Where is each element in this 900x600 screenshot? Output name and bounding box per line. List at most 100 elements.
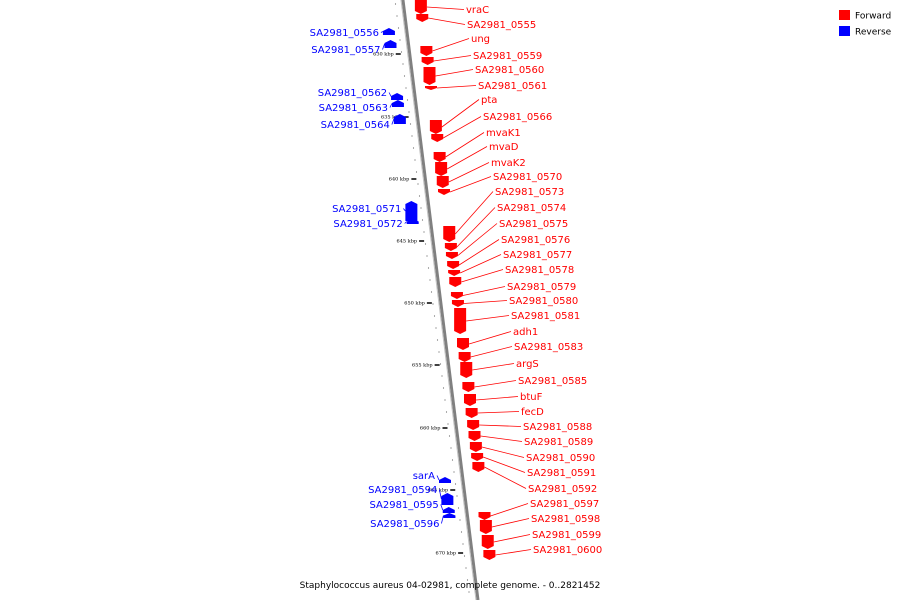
gene-label-SA2981_0578[interactable]: SA2981_0578 <box>505 265 574 276</box>
gene-label-vraC[interactable]: vraC <box>466 5 489 16</box>
gene-label-SA2981_0563[interactable]: SA2981_0563 <box>319 103 388 114</box>
gene-label-SA2981_0588[interactable]: SA2981_0588 <box>523 422 592 433</box>
gene-label-SA2981_0570[interactable]: SA2981_0570 <box>493 172 562 183</box>
gene-label-SA2981_0557[interactable]: SA2981_0557 <box>311 45 380 56</box>
gene-SA2981_0557[interactable] <box>384 40 397 48</box>
gene-SA2981_0563[interactable] <box>391 100 404 107</box>
gene-SA2981_0583[interactable] <box>458 352 471 362</box>
gene-SA2981_0591[interactable] <box>471 453 484 461</box>
gene-label-SA2981_0573[interactable]: SA2981_0573 <box>495 187 564 198</box>
gene-label-SA2981_0580[interactable]: SA2981_0580 <box>509 296 578 307</box>
gene-leader-line <box>380 31 384 33</box>
gene-SA2981_0576[interactable] <box>447 261 460 269</box>
gene-label-SA2981_0564[interactable]: SA2981_0564 <box>321 120 390 131</box>
gene-SA2981_0581[interactable] <box>454 308 467 334</box>
gene-SA2981_0599[interactable] <box>481 535 494 549</box>
gene-adh1[interactable] <box>457 338 469 350</box>
axis-tick-label: 660 kbp <box>420 426 441 432</box>
gene-label-SA2981_0600[interactable]: SA2981_0600 <box>533 545 602 556</box>
gene-SA2981_0556[interactable] <box>382 28 395 35</box>
gene-SA2981_0555[interactable] <box>416 14 429 22</box>
gene-SA2981_0564[interactable] <box>393 114 406 124</box>
gene-label-SA2981_0566[interactable]: SA2981_0566 <box>483 112 552 123</box>
gene-label-SA2981_0559[interactable]: SA2981_0559 <box>473 51 542 62</box>
gene-label-SA2981_0598[interactable]: SA2981_0598 <box>531 514 600 525</box>
gene-SA2981_0592[interactable] <box>472 462 485 472</box>
gene-label-btuF[interactable]: btuF <box>520 392 543 403</box>
gene-label-mvaK1[interactable]: mvaK1 <box>486 128 521 139</box>
gene-label-SA2981_0585[interactable]: SA2981_0585 <box>518 376 587 387</box>
gene-label-SA2981_0576[interactable]: SA2981_0576 <box>501 235 570 246</box>
gene-leader-line <box>459 254 502 274</box>
gene-ung[interactable] <box>420 46 433 56</box>
gene-SA2981_0585[interactable] <box>462 382 475 392</box>
legend-reverse-label: Reverse <box>855 28 892 38</box>
gene-mvaK1[interactable] <box>433 152 446 162</box>
gene-label-SA2981_0575[interactable]: SA2981_0575 <box>499 219 568 230</box>
gene-SA2981_0600[interactable] <box>483 550 496 560</box>
gene-label-SA2981_0556[interactable]: SA2981_0556 <box>310 28 379 39</box>
gene-label-SA2981_0592[interactable]: SA2981_0592 <box>528 484 597 495</box>
gene-sarA[interactable] <box>439 477 451 483</box>
gene-label-SA2981_0595[interactable]: SA2981_0595 <box>369 500 438 511</box>
gene-SA2981_0598[interactable] <box>479 520 492 534</box>
gene-label-fecD[interactable]: fecD <box>521 407 544 418</box>
gene-SA2981_0590[interactable] <box>469 442 482 452</box>
gene-label-SA2981_0583[interactable]: SA2981_0583 <box>514 342 583 353</box>
gene-btuF[interactable] <box>464 394 476 406</box>
gene-label-mvaD[interactable]: mvaD <box>489 142 519 153</box>
gene-SA2981_0566[interactable] <box>431 134 444 142</box>
gene-label-SA2981_0589[interactable]: SA2981_0589 <box>524 437 593 448</box>
gene-label-SA2981_0574[interactable]: SA2981_0574 <box>497 203 566 214</box>
gene-SA2981_0571[interactable] <box>405 201 418 221</box>
gene-label-argS[interactable]: argS <box>516 359 539 370</box>
gene-label-ung[interactable]: ung <box>471 34 490 45</box>
gene-SA2981_0561[interactable] <box>425 86 437 90</box>
gene-SA2981_0575[interactable] <box>445 252 458 259</box>
gene-label-SA2981_0577[interactable]: SA2981_0577 <box>503 250 572 261</box>
gene-SA2981_0579[interactable] <box>450 292 463 299</box>
gene-SA2981_0589[interactable] <box>468 431 481 441</box>
gene-SA2981_0559[interactable] <box>421 57 434 65</box>
gene-label-SA2981_0590[interactable]: SA2981_0590 <box>526 453 595 464</box>
gene-SA2981_0562[interactable] <box>391 93 404 100</box>
gene-leader-line <box>404 221 407 224</box>
gene-label-SA2981_0599[interactable]: SA2981_0599 <box>532 530 601 541</box>
gene-leader-line <box>463 300 508 304</box>
gene-label-SA2981_0572[interactable]: SA2981_0572 <box>333 219 402 230</box>
gene-label-SA2981_0594[interactable]: SA2981_0594 <box>368 485 437 496</box>
gene-label-sarA[interactable]: sarA <box>413 471 435 482</box>
gene-SA2981_0594[interactable] <box>441 493 454 505</box>
gene-SA2981_0577[interactable] <box>448 270 461 276</box>
gene-SA2981_0588[interactable] <box>467 420 480 430</box>
gene-label-SA2981_0571[interactable]: SA2981_0571 <box>332 204 401 215</box>
gene-label-SA2981_0591[interactable]: SA2981_0591 <box>527 468 596 479</box>
gene-label-SA2981_0562[interactable]: SA2981_0562 <box>318 88 387 99</box>
gene-label-SA2981_0561[interactable]: SA2981_0561 <box>478 81 547 92</box>
gene-SA2981_0572[interactable] <box>406 219 419 224</box>
gene-label-SA2981_0555[interactable]: SA2981_0555 <box>467 20 536 31</box>
gene-label-SA2981_0597[interactable]: SA2981_0597 <box>530 499 599 510</box>
gene-label-pta[interactable]: pta <box>481 95 497 106</box>
gene-SA2981_0573[interactable] <box>443 226 456 242</box>
gene-label-SA2981_0596[interactable]: SA2981_0596 <box>370 519 439 530</box>
gene-vraC[interactable] <box>414 0 427 14</box>
gene-label-SA2981_0581[interactable]: SA2981_0581 <box>511 311 580 322</box>
gene-label-adh1[interactable]: adh1 <box>513 327 538 338</box>
gene-argS[interactable] <box>460 362 473 378</box>
gene-SA2981_0597[interactable] <box>478 512 491 520</box>
gene-label-SA2981_0560[interactable]: SA2981_0560 <box>475 65 544 76</box>
gene-SA2981_0595[interactable] <box>442 507 455 513</box>
gene-SA2981_0574[interactable] <box>444 243 457 251</box>
gene-SA2981_0578[interactable] <box>449 277 462 287</box>
gene-label-SA2981_0579[interactable]: SA2981_0579 <box>507 282 576 293</box>
gene-fecD[interactable] <box>465 408 478 418</box>
gene-pta[interactable] <box>429 120 442 134</box>
gene-SA2981_0560[interactable] <box>423 67 436 85</box>
gene-mvaD[interactable] <box>435 162 448 176</box>
gene-SA2981_0596[interactable] <box>443 513 456 518</box>
gene-SA2981_0570[interactable] <box>438 189 450 195</box>
gene-mvaK2[interactable] <box>436 176 449 188</box>
gene-label-mvaK2[interactable]: mvaK2 <box>491 158 526 169</box>
gene-SA2981_0580[interactable] <box>451 300 464 307</box>
